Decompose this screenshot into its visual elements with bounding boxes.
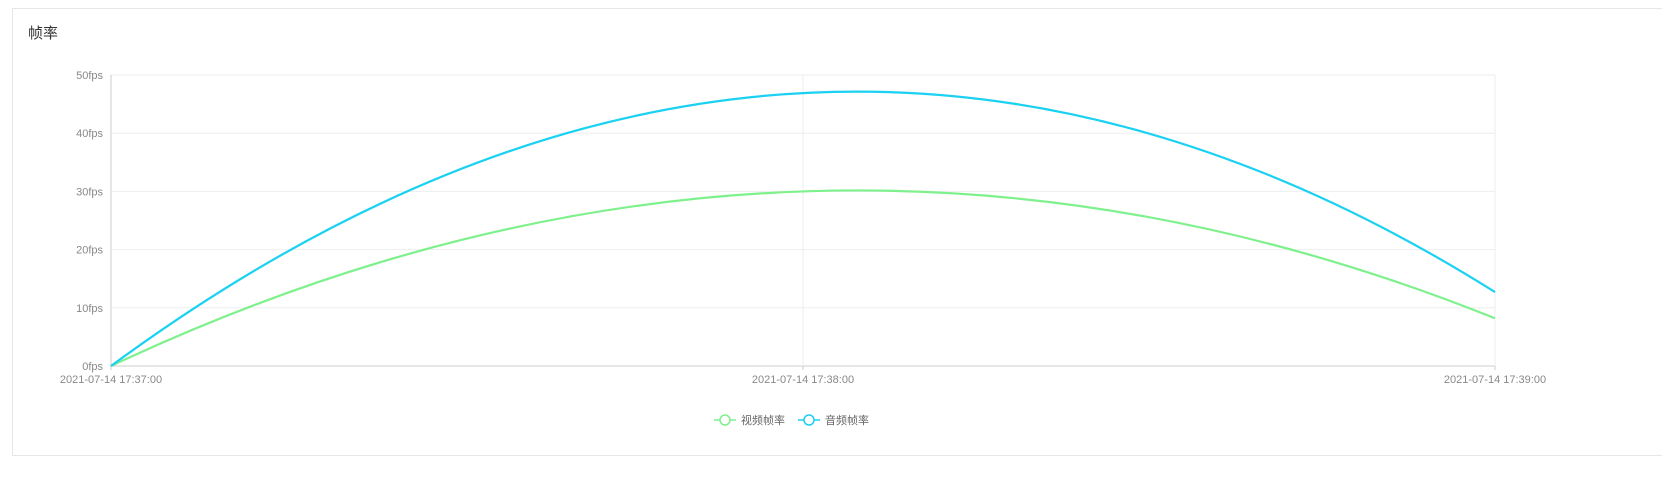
legend-circle-icon <box>719 414 731 426</box>
y-tick-label: 30fps <box>76 186 103 198</box>
axis-layer: 0fps 10fps 20fps 30fps 40fps 50fps 2021-07-14 … <box>60 70 1546 386</box>
y-tick-label: 10fps <box>76 303 103 315</box>
series-layer <box>110 90 1496 367</box>
y-tick-label: 20fps <box>76 245 103 257</box>
series-line-1 <box>110 189 1496 367</box>
legend-item-2[interactable]: 音频帧率 <box>798 413 869 427</box>
frame-rate-panel <box>12 8 1662 456</box>
x-tick-label: 2021-07-14 17:38:00 <box>752 374 854 386</box>
y-tick-label: 50fps <box>76 70 103 82</box>
legend-circle-icon <box>803 414 815 426</box>
grid-layer <box>110 74 1496 367</box>
legend-label: 视频帧率 <box>741 413 785 427</box>
y-tick-label: 0fps <box>82 361 103 373</box>
legend: 视频帧率 音频帧率 <box>714 413 869 427</box>
x-tick-label: 2021-07-14 17:37:00 <box>60 374 162 386</box>
y-tick-label: 40fps <box>76 128 103 140</box>
series-line-2 <box>110 90 1496 367</box>
x-tick-label: 2021-07-14 17:39:00 <box>1444 374 1546 386</box>
legend-item-1[interactable]: 视频帧率 <box>714 413 785 427</box>
panel-title: 帧率 <box>28 24 59 42</box>
legend-label: 音频帧率 <box>825 413 869 427</box>
